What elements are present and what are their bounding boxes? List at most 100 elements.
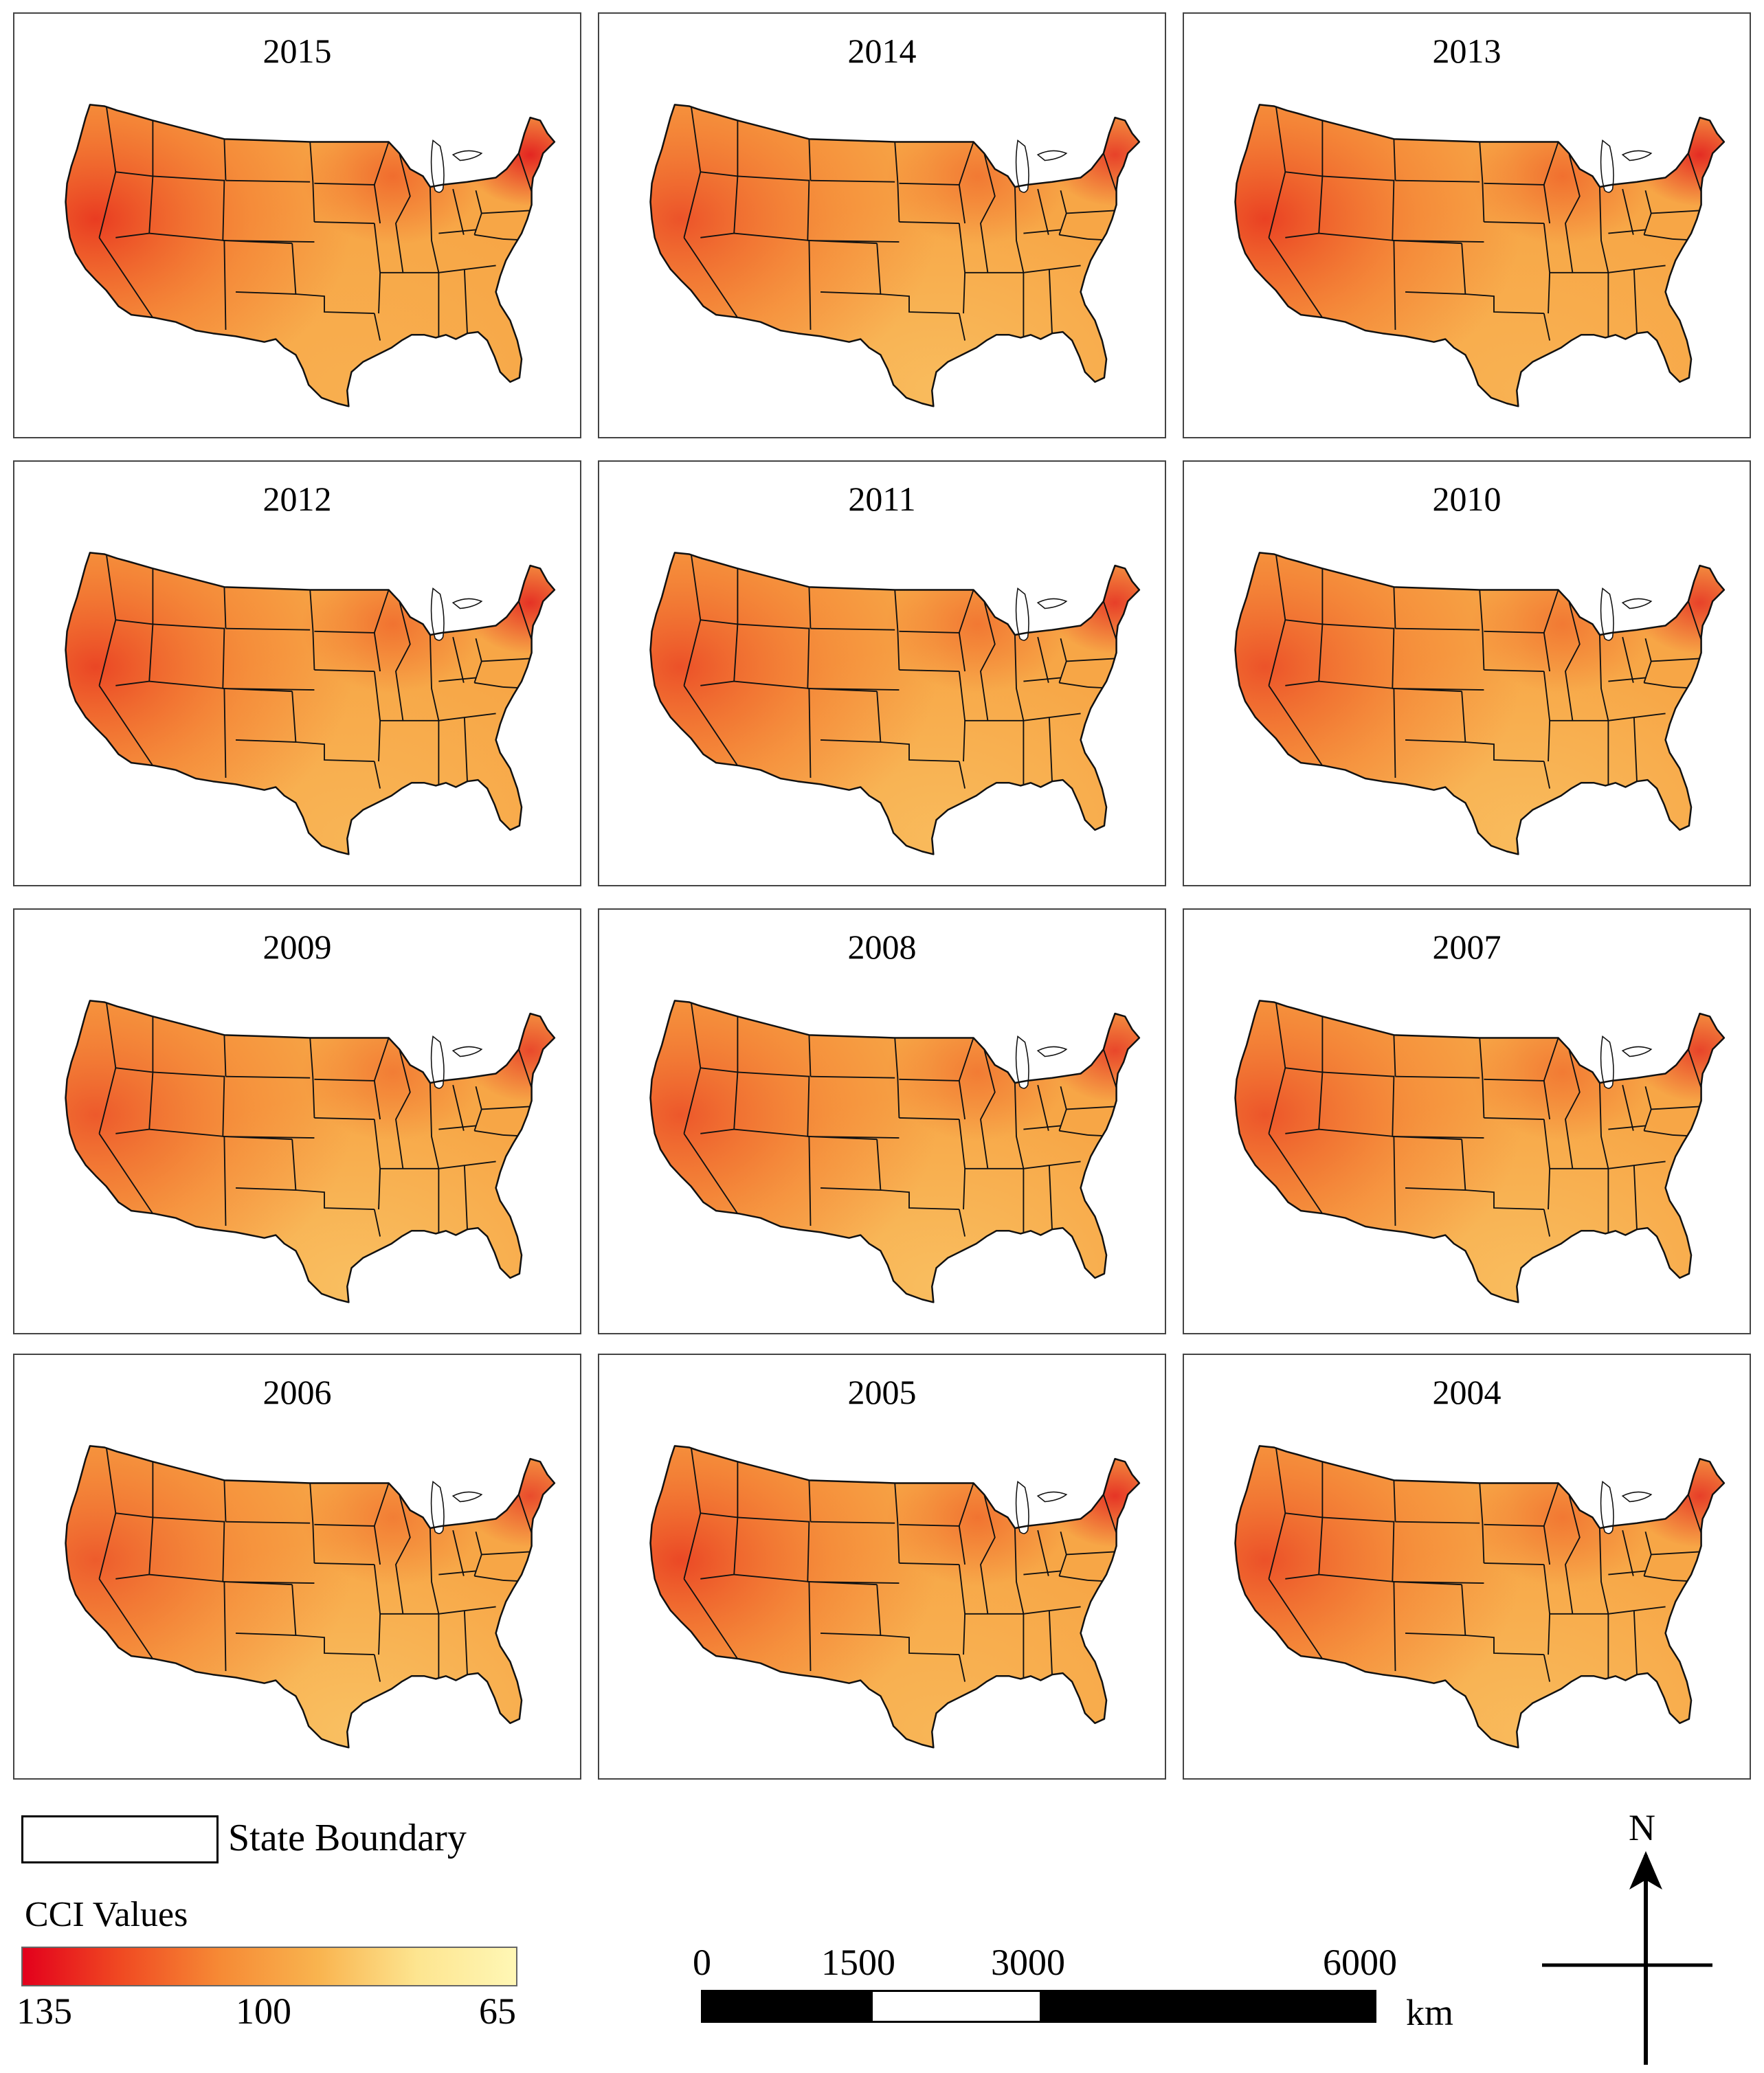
state-boundary-line (1322, 1071, 1395, 1137)
state-boundary-line (115, 171, 154, 238)
state-boundary-line (1687, 601, 1702, 640)
state-boundary-line (1543, 313, 1551, 341)
national-outline (649, 104, 1141, 407)
scale-label-1500: 1500 (821, 1942, 895, 1983)
state-boundary-line (1608, 265, 1666, 273)
state-boundary-line (683, 1447, 702, 1580)
state-boundary-line (1285, 1067, 1324, 1134)
state-boundary-line (1023, 677, 1061, 682)
state-boundary-line (309, 1483, 315, 1563)
state-boundary-line (1405, 1139, 1466, 1191)
map-panel: 2007 (1183, 908, 1751, 1334)
state-boundary-line (1066, 1551, 1117, 1556)
state-boundary-line (1484, 669, 1544, 672)
state-boundary-line (1392, 688, 1484, 691)
state-boundary-line (1565, 153, 1581, 273)
state-boundary-line (452, 1084, 465, 1131)
us-cci-map (1234, 552, 1726, 855)
state-boundary-line (1023, 229, 1061, 234)
state-boundary-line (1565, 1494, 1581, 1614)
state-boundary-line (295, 1635, 375, 1656)
state-boundary-line (452, 1529, 465, 1576)
state-boundary-line (474, 1130, 504, 1136)
state-boundary-line (438, 1125, 476, 1130)
us-cci-map (65, 552, 556, 855)
state-boundary-line (1543, 1564, 1551, 1655)
state-boundary-line (1014, 634, 1025, 721)
state-boundary-line (894, 142, 900, 222)
state-boundary-line (958, 1209, 966, 1237)
state-boundary-line (1066, 210, 1117, 214)
map-panel: 2009 (13, 908, 581, 1334)
state-boundary-line (1037, 1084, 1049, 1131)
state-boundary-line (474, 682, 504, 688)
state-boundary-line (438, 713, 496, 721)
state-boundary-line (980, 1049, 996, 1169)
state-boundary-line (295, 293, 375, 315)
state-boundary-line (810, 627, 895, 631)
state-boundary-line (1484, 221, 1544, 224)
great-lake (1015, 587, 1029, 641)
state-boundary-line (225, 1075, 311, 1079)
state-boundary-line (1543, 1080, 1551, 1120)
state-boundary-label: State Boundary (228, 1817, 467, 1859)
state-boundary-line (1543, 671, 1551, 762)
map-panel: 2004 (1183, 1354, 1751, 1780)
great-lake (1015, 1480, 1029, 1534)
great-lake (430, 1035, 445, 1089)
scale-unit-label: km (1406, 1992, 1454, 2033)
map-panel: 2006 (13, 1354, 581, 1780)
cci-surface (65, 1000, 555, 1303)
state-boundary-line (1598, 1527, 1609, 1615)
north-arrow-icon (1542, 1851, 1712, 2065)
cci-ramp-mid-label: 100 (236, 1991, 291, 2032)
us-cci-map (65, 1445, 556, 1749)
state-boundary-line (1322, 175, 1395, 241)
state-boundary-line (1608, 713, 1666, 721)
great-lake (451, 1046, 483, 1057)
state-boundary-line (309, 590, 315, 670)
state-boundary-line (958, 184, 966, 224)
state-boundary-line (395, 1494, 411, 1614)
state-boundary-line (438, 1606, 496, 1615)
state-boundary-line (808, 587, 812, 629)
us-cci-map (649, 1000, 1141, 1303)
state-boundary-line (1268, 237, 1329, 327)
national-outline (65, 1000, 556, 1303)
state-boundary-line (1048, 1165, 1053, 1230)
national-outline (1234, 1445, 1726, 1749)
state-boundary-line (1285, 171, 1324, 238)
scale-label-3000: 3000 (991, 1942, 1065, 1983)
scale-label-0: 0 (693, 1942, 711, 1983)
panel-year-label: 2013 (1432, 32, 1501, 70)
state-boundary-line (373, 1080, 381, 1120)
scale-segment-white (871, 1990, 1042, 2023)
state-boundary-line (1392, 240, 1484, 243)
state-boundary-line (899, 669, 959, 672)
state-boundary-line (737, 623, 810, 689)
state-boundary-line (1023, 1125, 1061, 1130)
great-lake (1621, 598, 1653, 609)
state-boundary-line (438, 677, 476, 682)
state-boundary-line (429, 1082, 440, 1169)
state-boundary-line (1479, 590, 1485, 670)
great-lake (1600, 1035, 1614, 1089)
state-boundary-line (429, 1527, 440, 1615)
state-boundary-line (1393, 587, 1396, 629)
state-boundary-line (223, 688, 315, 691)
state-boundary-line (373, 1654, 381, 1682)
state-boundary-line (700, 1067, 739, 1134)
state-boundary-line (1543, 1209, 1551, 1237)
cci-color-ramp (21, 1947, 517, 1986)
state-boundary-line (1644, 234, 1673, 240)
national-outline (1234, 552, 1726, 855)
state-boundary-line (1622, 188, 1634, 235)
state-boundary-line (1543, 632, 1551, 672)
state-boundary-line (452, 188, 465, 235)
state-boundary-line (373, 761, 381, 789)
great-lake (1036, 1046, 1068, 1057)
state-boundary-line (373, 184, 381, 224)
state-boundary-line (1023, 713, 1081, 721)
state-boundary-line (223, 1035, 227, 1077)
state-boundary-line (1037, 636, 1049, 683)
